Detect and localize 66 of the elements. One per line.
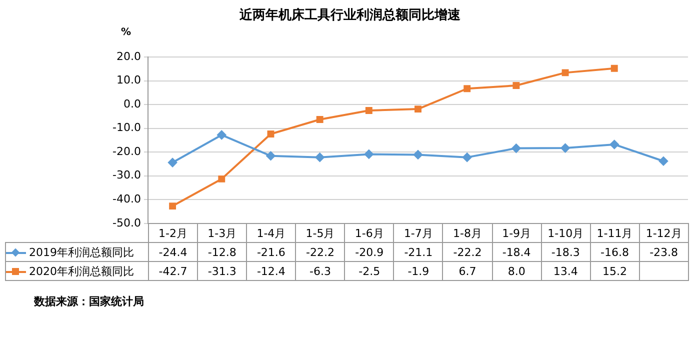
x-tick-label: 1-6月 — [344, 224, 394, 243]
legend-label: 2020年利润总额同比 — [6, 262, 148, 281]
x-tick-label: 1-7月 — [394, 224, 443, 243]
data-label: -42.7 — [148, 262, 198, 281]
data-label: 15.2 — [590, 262, 640, 281]
point — [512, 82, 520, 89]
y-tick-label: -30.0 — [112, 168, 141, 182]
y-tick-label: 10.0 — [116, 74, 141, 87]
x-tick-label: 1-2月 — [148, 224, 198, 243]
x-tick-label: 1-8月 — [442, 224, 492, 243]
y-tick-label: -40.0 — [112, 192, 141, 206]
point — [365, 107, 372, 114]
point — [610, 64, 618, 72]
data-label: 13.4 — [541, 262, 590, 281]
data-label: -31.3 — [198, 262, 247, 281]
point — [462, 152, 472, 162]
point — [414, 150, 422, 160]
data-label: -21.1 — [394, 242, 443, 262]
point — [266, 151, 276, 160]
y-axis-title: % — [120, 27, 132, 38]
x-tick-label: 1-3月 — [198, 224, 247, 243]
y-tick-label: -50.0 — [112, 216, 141, 230]
chart-title: 近两年机床工具行业利润总额同比增速 — [238, 6, 462, 24]
y-tick-label: 20.0 — [116, 50, 141, 63]
point — [315, 152, 324, 162]
x-tick-label: 1-12月 — [639, 224, 688, 243]
y-tick-label: -10.0 — [112, 121, 141, 134]
data-label: -24.4 — [148, 242, 198, 262]
data-label: -12.8 — [198, 242, 247, 262]
data-label: 6.7 — [442, 262, 492, 281]
data-label: -2.5 — [344, 262, 394, 281]
point — [316, 116, 324, 123]
point — [414, 106, 422, 113]
x-tick-label: 1-5月 — [296, 224, 345, 243]
data-label: 8.0 — [492, 262, 542, 281]
data-label: -22.2 — [442, 242, 492, 262]
point — [512, 144, 521, 153]
data-label: -22.2 — [296, 242, 345, 262]
data-label: -1.9 — [394, 262, 443, 281]
point — [267, 130, 274, 138]
point — [562, 69, 569, 76]
point — [364, 150, 374, 159]
data-label: -18.4 — [492, 242, 542, 262]
x-tick-label: 1-10月 — [541, 224, 590, 243]
legend-label: 2019年利润总额同比 — [6, 242, 148, 262]
point — [169, 202, 176, 210]
data-label: -21.6 — [246, 242, 296, 262]
point — [218, 175, 226, 182]
point — [610, 140, 619, 149]
point — [658, 156, 668, 166]
x-tick-label: 1-11月 — [590, 224, 640, 243]
data-label: -18.3 — [541, 242, 590, 262]
point — [217, 130, 226, 140]
source-note: 数据来源：国家统计局 — [34, 294, 144, 309]
data-label: -12.4 — [246, 262, 296, 281]
x-tick-label: 1-4月 — [246, 224, 296, 243]
point — [464, 85, 471, 92]
data-label: -6.3 — [296, 262, 345, 281]
x-tick-label: 1-9月 — [492, 224, 542, 243]
y-tick-label: 0.0 — [124, 97, 141, 110]
point — [560, 144, 570, 153]
data-label: -23.8 — [639, 242, 688, 262]
point — [168, 158, 178, 168]
data-label: -16.8 — [590, 242, 640, 262]
y-tick-label: -20.0 — [112, 144, 141, 158]
data-label: -20.9 — [344, 242, 394, 262]
